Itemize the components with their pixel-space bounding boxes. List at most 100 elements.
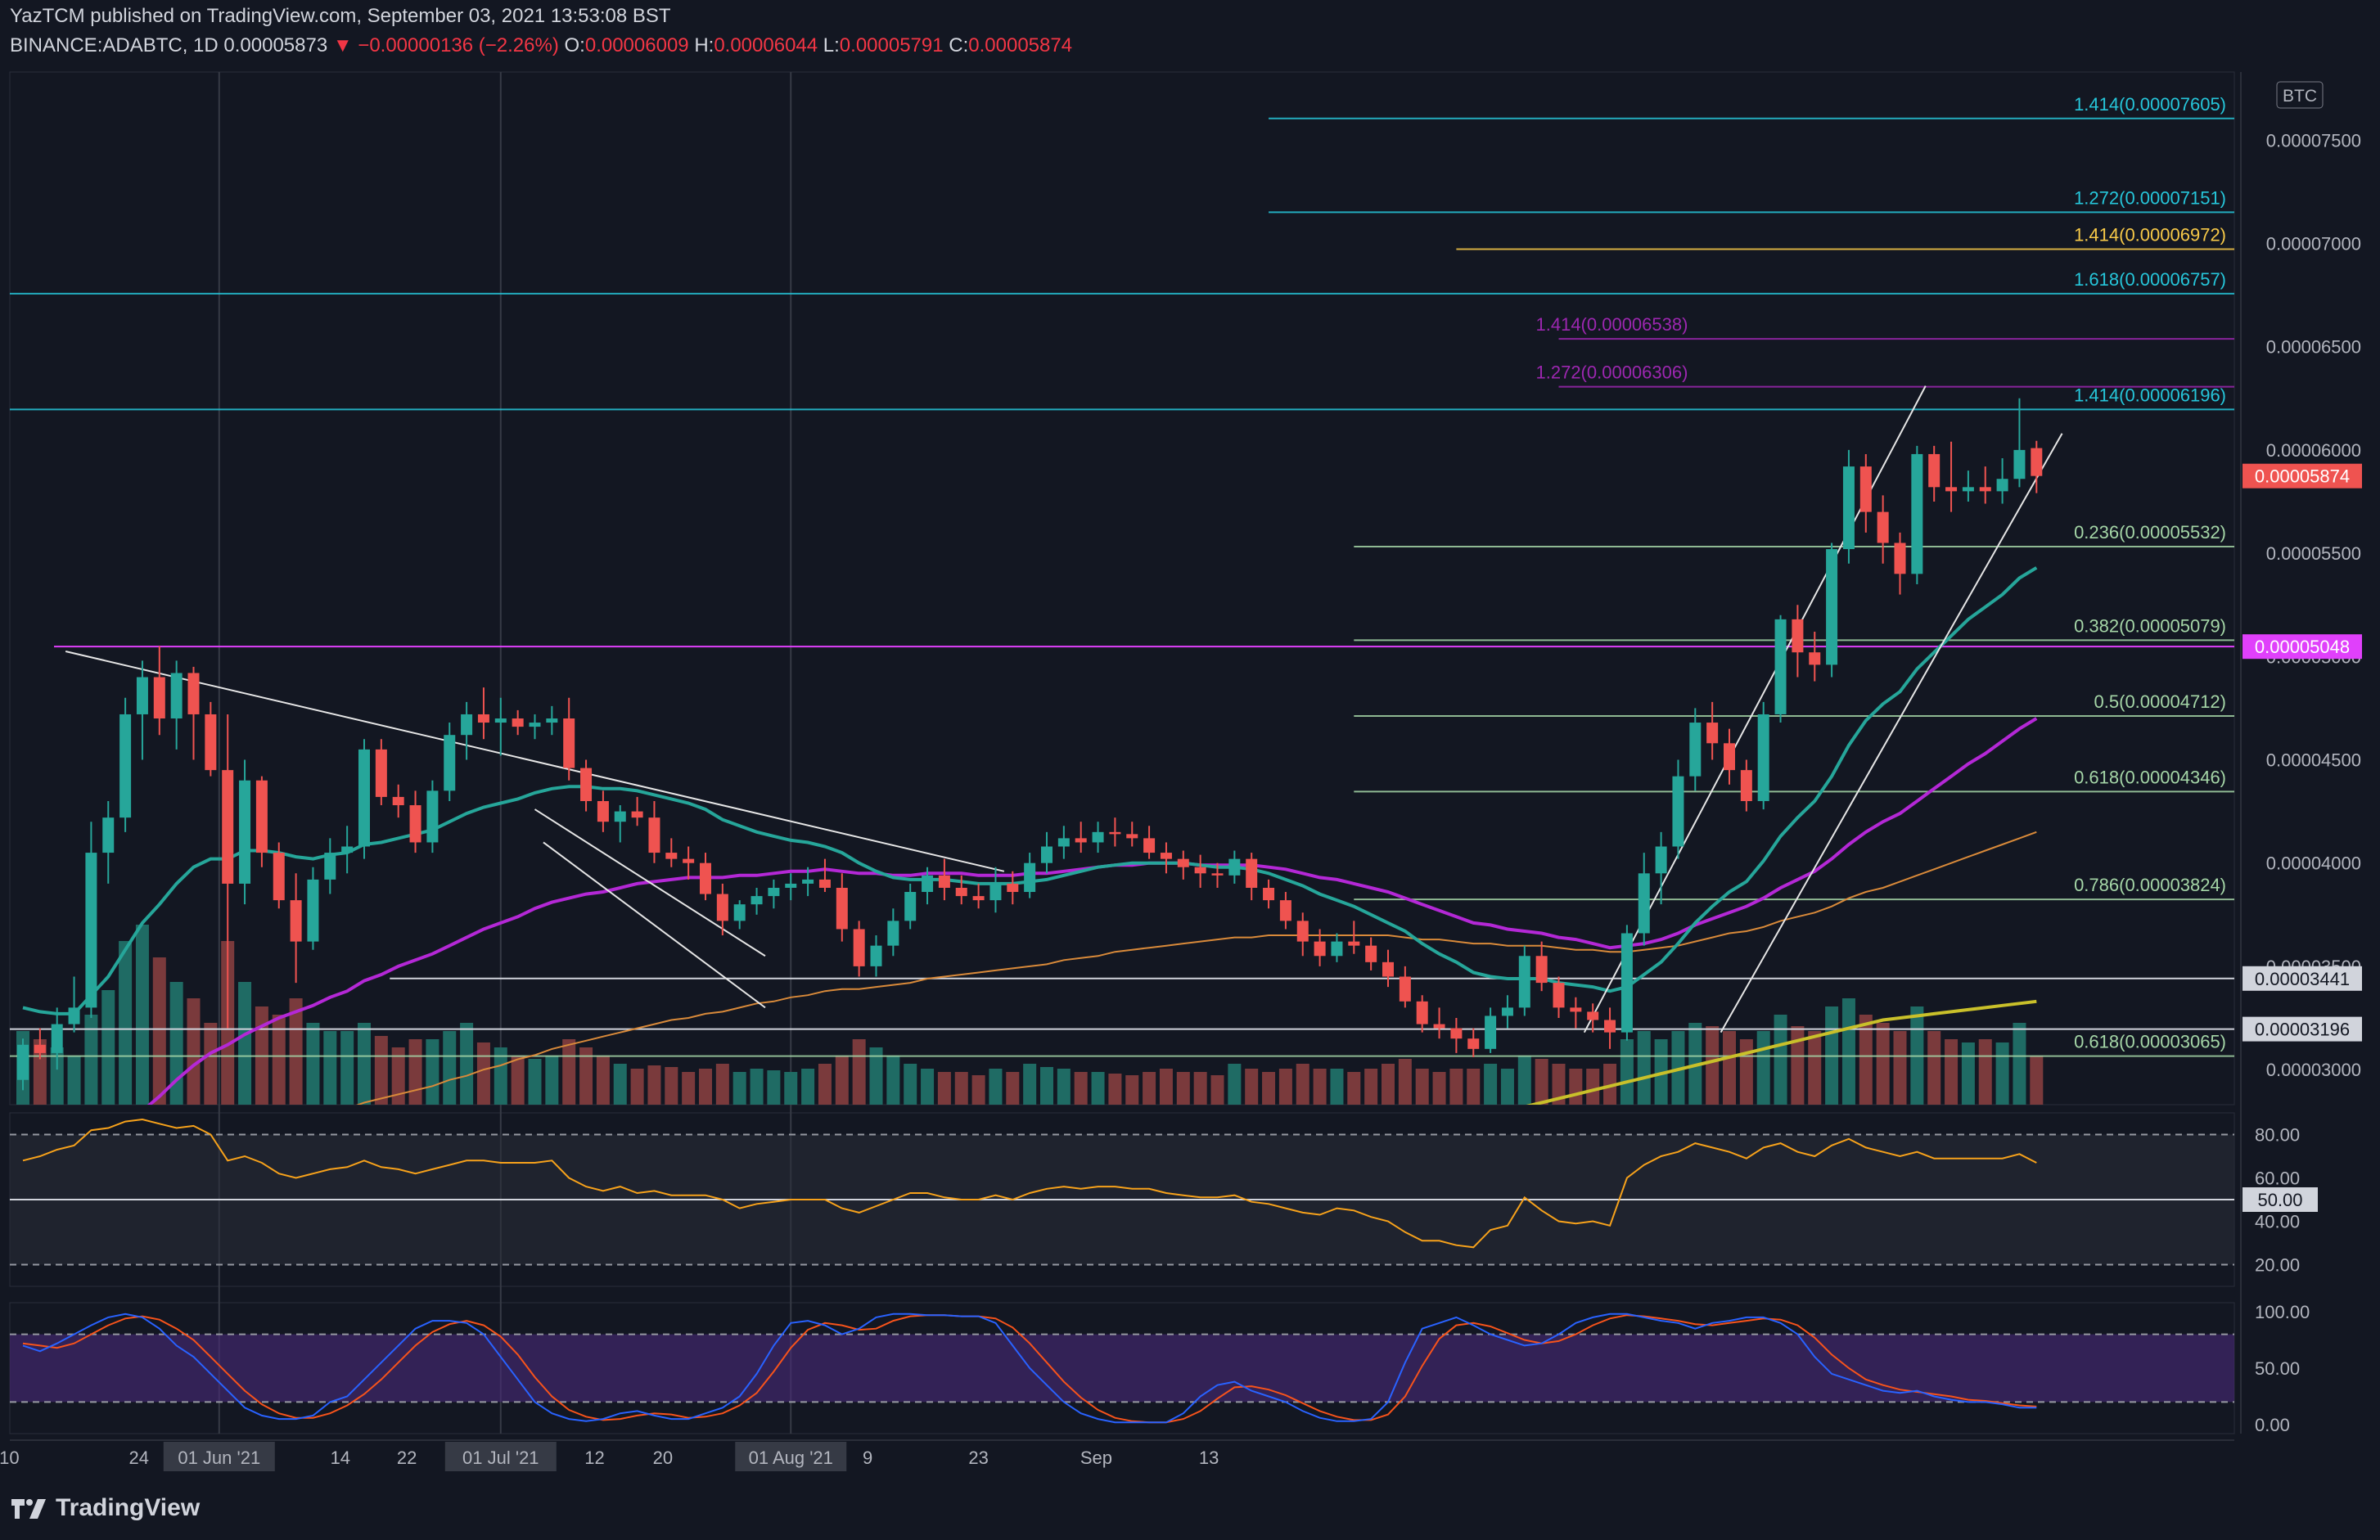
candle-body <box>1620 933 1633 1033</box>
x-tick-label: 13 <box>1199 1448 1219 1468</box>
volume-bar <box>1484 1064 1498 1105</box>
volume-bar <box>1706 1026 1720 1105</box>
candle-body <box>631 811 643 818</box>
candle-body <box>1143 838 1156 853</box>
stoch-band <box>10 1334 2234 1403</box>
candle-body <box>1160 853 1172 859</box>
x-tick-label: 23 <box>968 1448 988 1468</box>
candle-body <box>1962 487 1974 492</box>
x-tick-label: 20 <box>653 1448 673 1468</box>
candle-body <box>426 790 439 843</box>
candle-body <box>1655 846 1667 874</box>
symbol-label: BINANCE:ADABTC, 1D <box>10 34 219 56</box>
volume-bar <box>818 1064 832 1105</box>
volume-bar <box>1347 1072 1361 1105</box>
candle-body <box>614 811 626 822</box>
volume-bar <box>715 1064 729 1105</box>
volume-bar <box>289 998 303 1105</box>
volume-bar <box>732 1072 746 1105</box>
price-tick-label: 0.00007000 <box>2266 233 2361 254</box>
candle-body <box>255 780 268 853</box>
candle-body <box>1570 1007 1582 1012</box>
candle-body <box>477 714 489 723</box>
volume-bar <box>1143 1072 1156 1105</box>
fib-level-label: 1.414(0.00006972) <box>2074 225 2226 245</box>
x-tick-label: 01 Aug '21 <box>749 1448 833 1468</box>
tradingview-logo[interactable]: TradingView <box>10 1494 200 1522</box>
currency-badge <box>2276 81 2324 109</box>
fib-level-label: 0.5(0.00004712) <box>2094 691 2226 712</box>
candle-body <box>444 735 456 791</box>
candle-body <box>870 945 882 966</box>
volume-bar <box>1841 998 1855 1105</box>
fib-level-label: 1.414(0.00006538) <box>1536 314 1688 335</box>
candle-body <box>290 900 302 942</box>
candle-body <box>1057 838 1070 847</box>
volume-bar <box>596 1056 610 1105</box>
candle-body <box>1859 466 1872 512</box>
open-value: 0.00006009 <box>584 34 689 56</box>
fib-level-label: 0.236(0.00005532) <box>2074 522 2226 543</box>
fib-level-label: 1.272(0.00006306) <box>1536 362 1688 383</box>
volume-bar <box>1432 1072 1446 1105</box>
candle-body <box>187 673 200 714</box>
volume-bar <box>750 1069 764 1105</box>
volume-bar <box>1176 1072 1190 1105</box>
candle-body <box>1979 487 1991 492</box>
volume-bar <box>1074 1072 1088 1105</box>
price-badge <box>2243 463 2362 489</box>
volume-bar <box>1637 1031 1651 1105</box>
volume-bar <box>1193 1072 1207 1105</box>
candle-body <box>716 894 728 921</box>
x-tick-label: 10 <box>0 1448 20 1468</box>
close-value: 0.00005874 <box>968 34 1073 56</box>
candle-body <box>239 780 251 884</box>
volume-bar <box>1978 1039 1992 1105</box>
volume-bar <box>187 998 201 1105</box>
volume-bar <box>971 1075 985 1105</box>
volume-bar <box>1057 1069 1071 1105</box>
volume-bar <box>1415 1069 1429 1105</box>
candle-body <box>733 904 746 921</box>
candle-body <box>2031 448 2043 476</box>
candle-body <box>1314 941 1326 957</box>
volume-bar <box>921 1069 935 1105</box>
candle-body <box>597 800 609 822</box>
candle-body <box>1706 723 1719 744</box>
price-badge-label: 0.00003196 <box>2255 1020 2350 1040</box>
candle-body <box>853 929 865 966</box>
price-badge <box>2243 1016 2362 1042</box>
candle-body <box>51 1024 63 1053</box>
volume-bar <box>1449 1069 1463 1105</box>
volume-bar <box>408 1039 422 1105</box>
tradingview-brand: TradingView <box>56 1494 201 1521</box>
volume-bar <box>204 1023 218 1105</box>
volume-bar <box>1006 1072 1020 1105</box>
volume-bar <box>1774 1015 1787 1105</box>
candle-body <box>1689 723 1702 777</box>
price-badge <box>2243 966 2362 991</box>
volume-bar <box>1296 1064 1309 1105</box>
rsi-tick-label: 80.00 <box>2255 1125 2300 1146</box>
candle-body <box>1296 921 1309 942</box>
candle-body <box>1399 976 1411 1002</box>
fib-level-label: 1.414(0.00007605) <box>2074 94 2226 115</box>
candle-body <box>529 723 541 727</box>
volume-bar <box>1245 1069 1259 1105</box>
volume-bar <box>358 1023 371 1105</box>
candle-body <box>85 853 97 1008</box>
x-tick-label: 14 <box>331 1448 350 1468</box>
candle-body <box>1501 1007 1513 1016</box>
volume-bar <box>869 1047 883 1105</box>
candle-body <box>1996 479 2008 492</box>
candle-body <box>1911 453 1923 574</box>
volume-bar <box>937 1072 951 1105</box>
volume-bar <box>1791 1026 1805 1105</box>
volume-bar <box>152 957 166 1105</box>
ema200-line <box>1526 999 2037 1105</box>
candle-body <box>1826 549 1838 665</box>
close-label: C: <box>949 34 969 56</box>
candle-body <box>1126 834 1138 839</box>
volume-bar <box>391 1047 405 1105</box>
